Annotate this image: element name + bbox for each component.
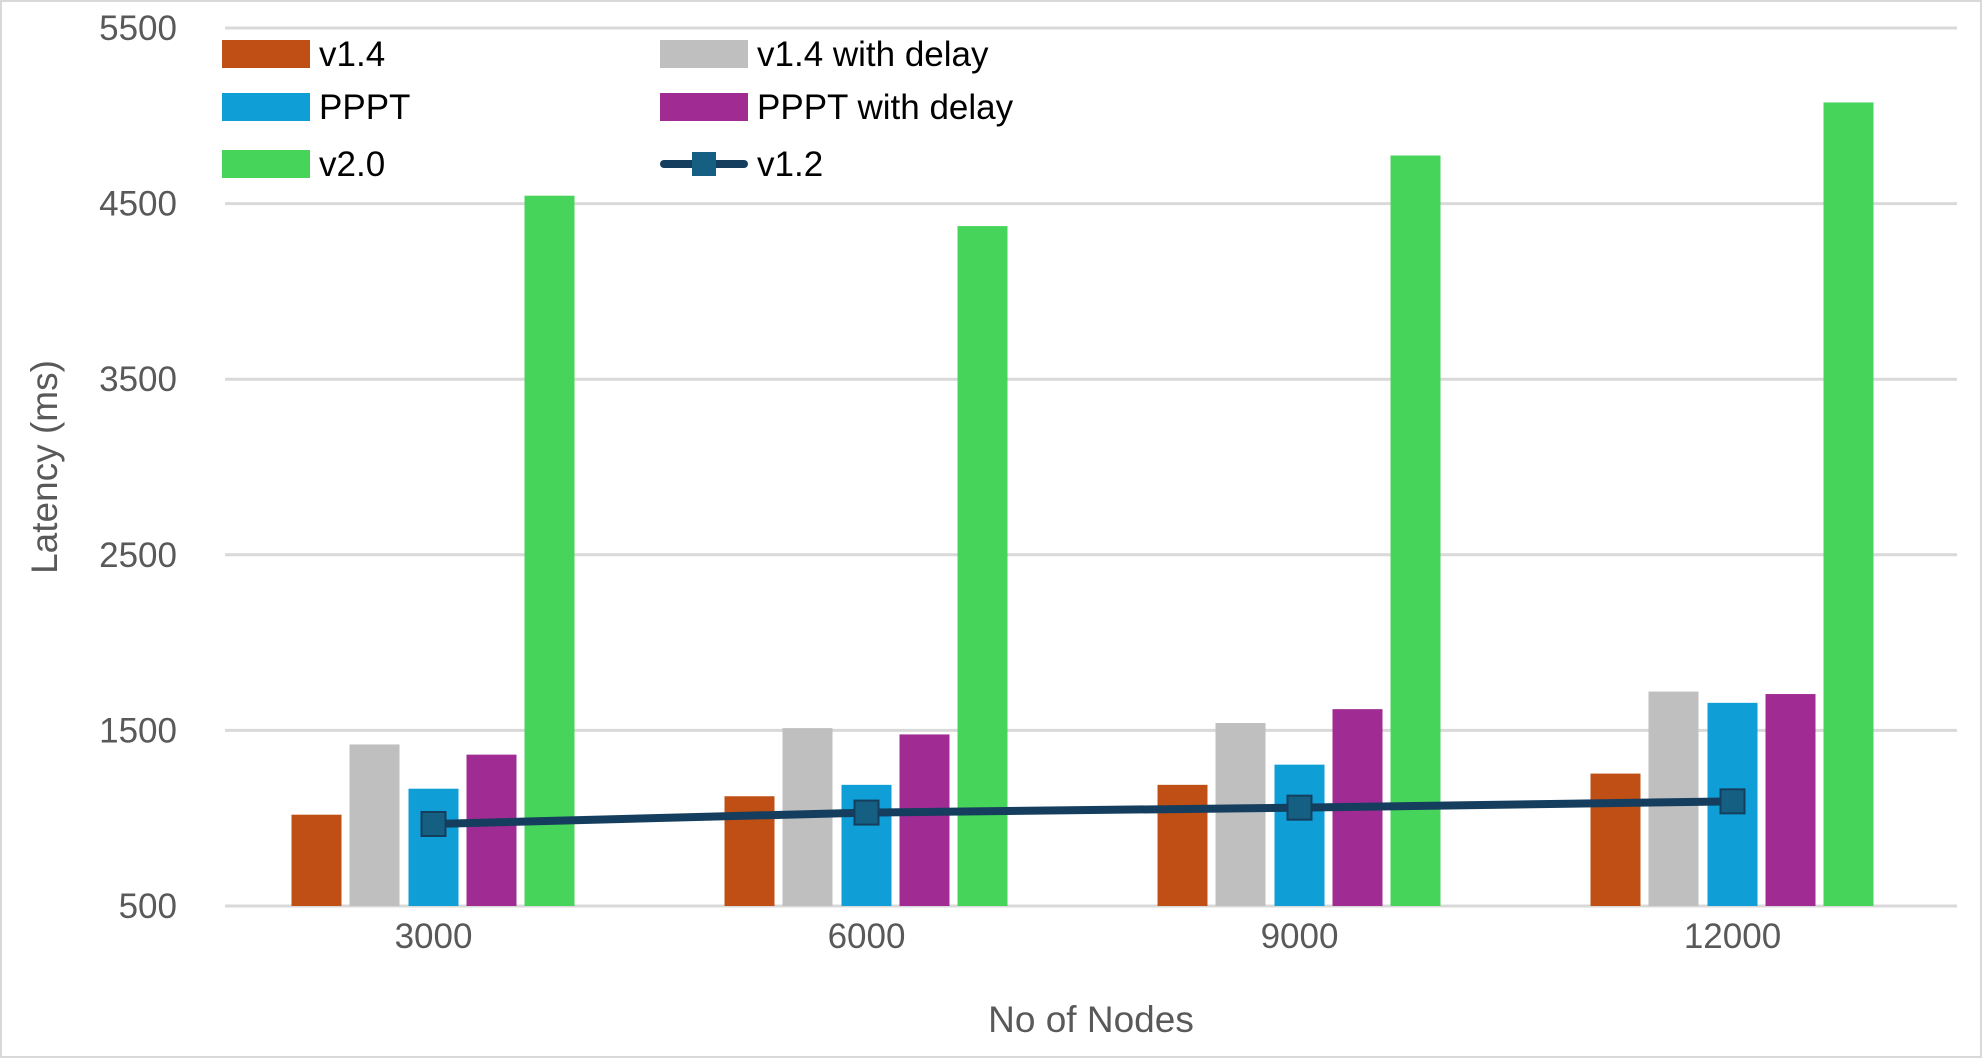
x-tick-label: 12000 [1684,917,1781,956]
bar-v2-0-3000 [524,195,575,906]
bar-pppt-with-delay-12000 [1765,694,1816,906]
y-tick-label: 1500 [99,711,177,750]
y-tick-label: 3500 [99,360,177,399]
legend-label: PPPT with delay [757,88,1014,127]
v1-2-marker-6000 [853,799,880,826]
legend-swatch [222,150,310,178]
legend: v1.4 v1.4 with delay PPPT PPPT with delay v2… [222,35,1014,184]
v1-2-polyline [429,797,1737,828]
y-axis-title: Latency (ms) [24,360,65,574]
legend-marker-swatch [692,152,716,176]
legend-label: v2.0 [319,145,385,184]
y-tick-label: 2500 [99,536,177,575]
legend-swatch [660,93,748,121]
bar-v2-0-6000 [957,226,1008,907]
x-tick-label: 6000 [828,917,906,956]
x-tick-label: 9000 [1261,917,1339,956]
legend-item-pppt-with-delay: PPPT with delay [660,88,1014,127]
legend-item-v1-2: v1.2 [660,145,823,184]
x-axis-title: No of Nodes [988,999,1194,1040]
legend-label: v1.4 with delay [757,35,989,74]
v1-2-marker-3000 [420,810,447,837]
y-axis-ticks: 500 1500 2500 3500 4500 5500 [99,9,177,926]
x-axis-ticks: 3000 6000 9000 12000 [395,917,1782,956]
y-tick-label: 500 [119,887,177,926]
bar-v1-4-3000 [291,814,342,906]
v1-2-marker-9000 [1286,794,1313,821]
legend-swatch [222,93,310,121]
bar-v2-0-9000 [1390,155,1441,906]
legend-swatch [222,40,310,68]
legend-item-v1-4: v1.4 [222,35,385,74]
bar-v1-4-9000 [1157,784,1208,906]
bar-v2-0-12000 [1823,102,1874,906]
legend-item-v2-0: v2.0 [222,145,385,184]
legend-item-pppt: PPPT [222,88,410,127]
x-tick-label: 3000 [395,917,473,956]
bar-pppt-9000 [1274,764,1325,906]
y-tick-label: 4500 [99,185,177,224]
legend-swatch [660,40,748,68]
v1-2-line [420,788,1746,837]
bar-v1-4-12000 [1590,773,1641,906]
legend-label: v1.2 [757,145,823,184]
bar-pppt-3000 [408,788,459,906]
bars [291,102,1874,907]
bar-v1-4-with-delay-3000 [349,744,400,906]
legend-label: v1.4 [319,35,385,74]
legend-item-v1-4-with-delay: v1.4 with delay [660,35,989,74]
bar-pppt-with-delay-3000 [466,754,517,906]
bar-v1-4-with-delay-9000 [1215,723,1266,906]
legend-label: PPPT [319,88,410,127]
bar-pppt-with-delay-6000 [899,734,950,906]
v1-2-marker-12000 [1719,788,1746,815]
y-tick-label: 5500 [99,9,177,48]
